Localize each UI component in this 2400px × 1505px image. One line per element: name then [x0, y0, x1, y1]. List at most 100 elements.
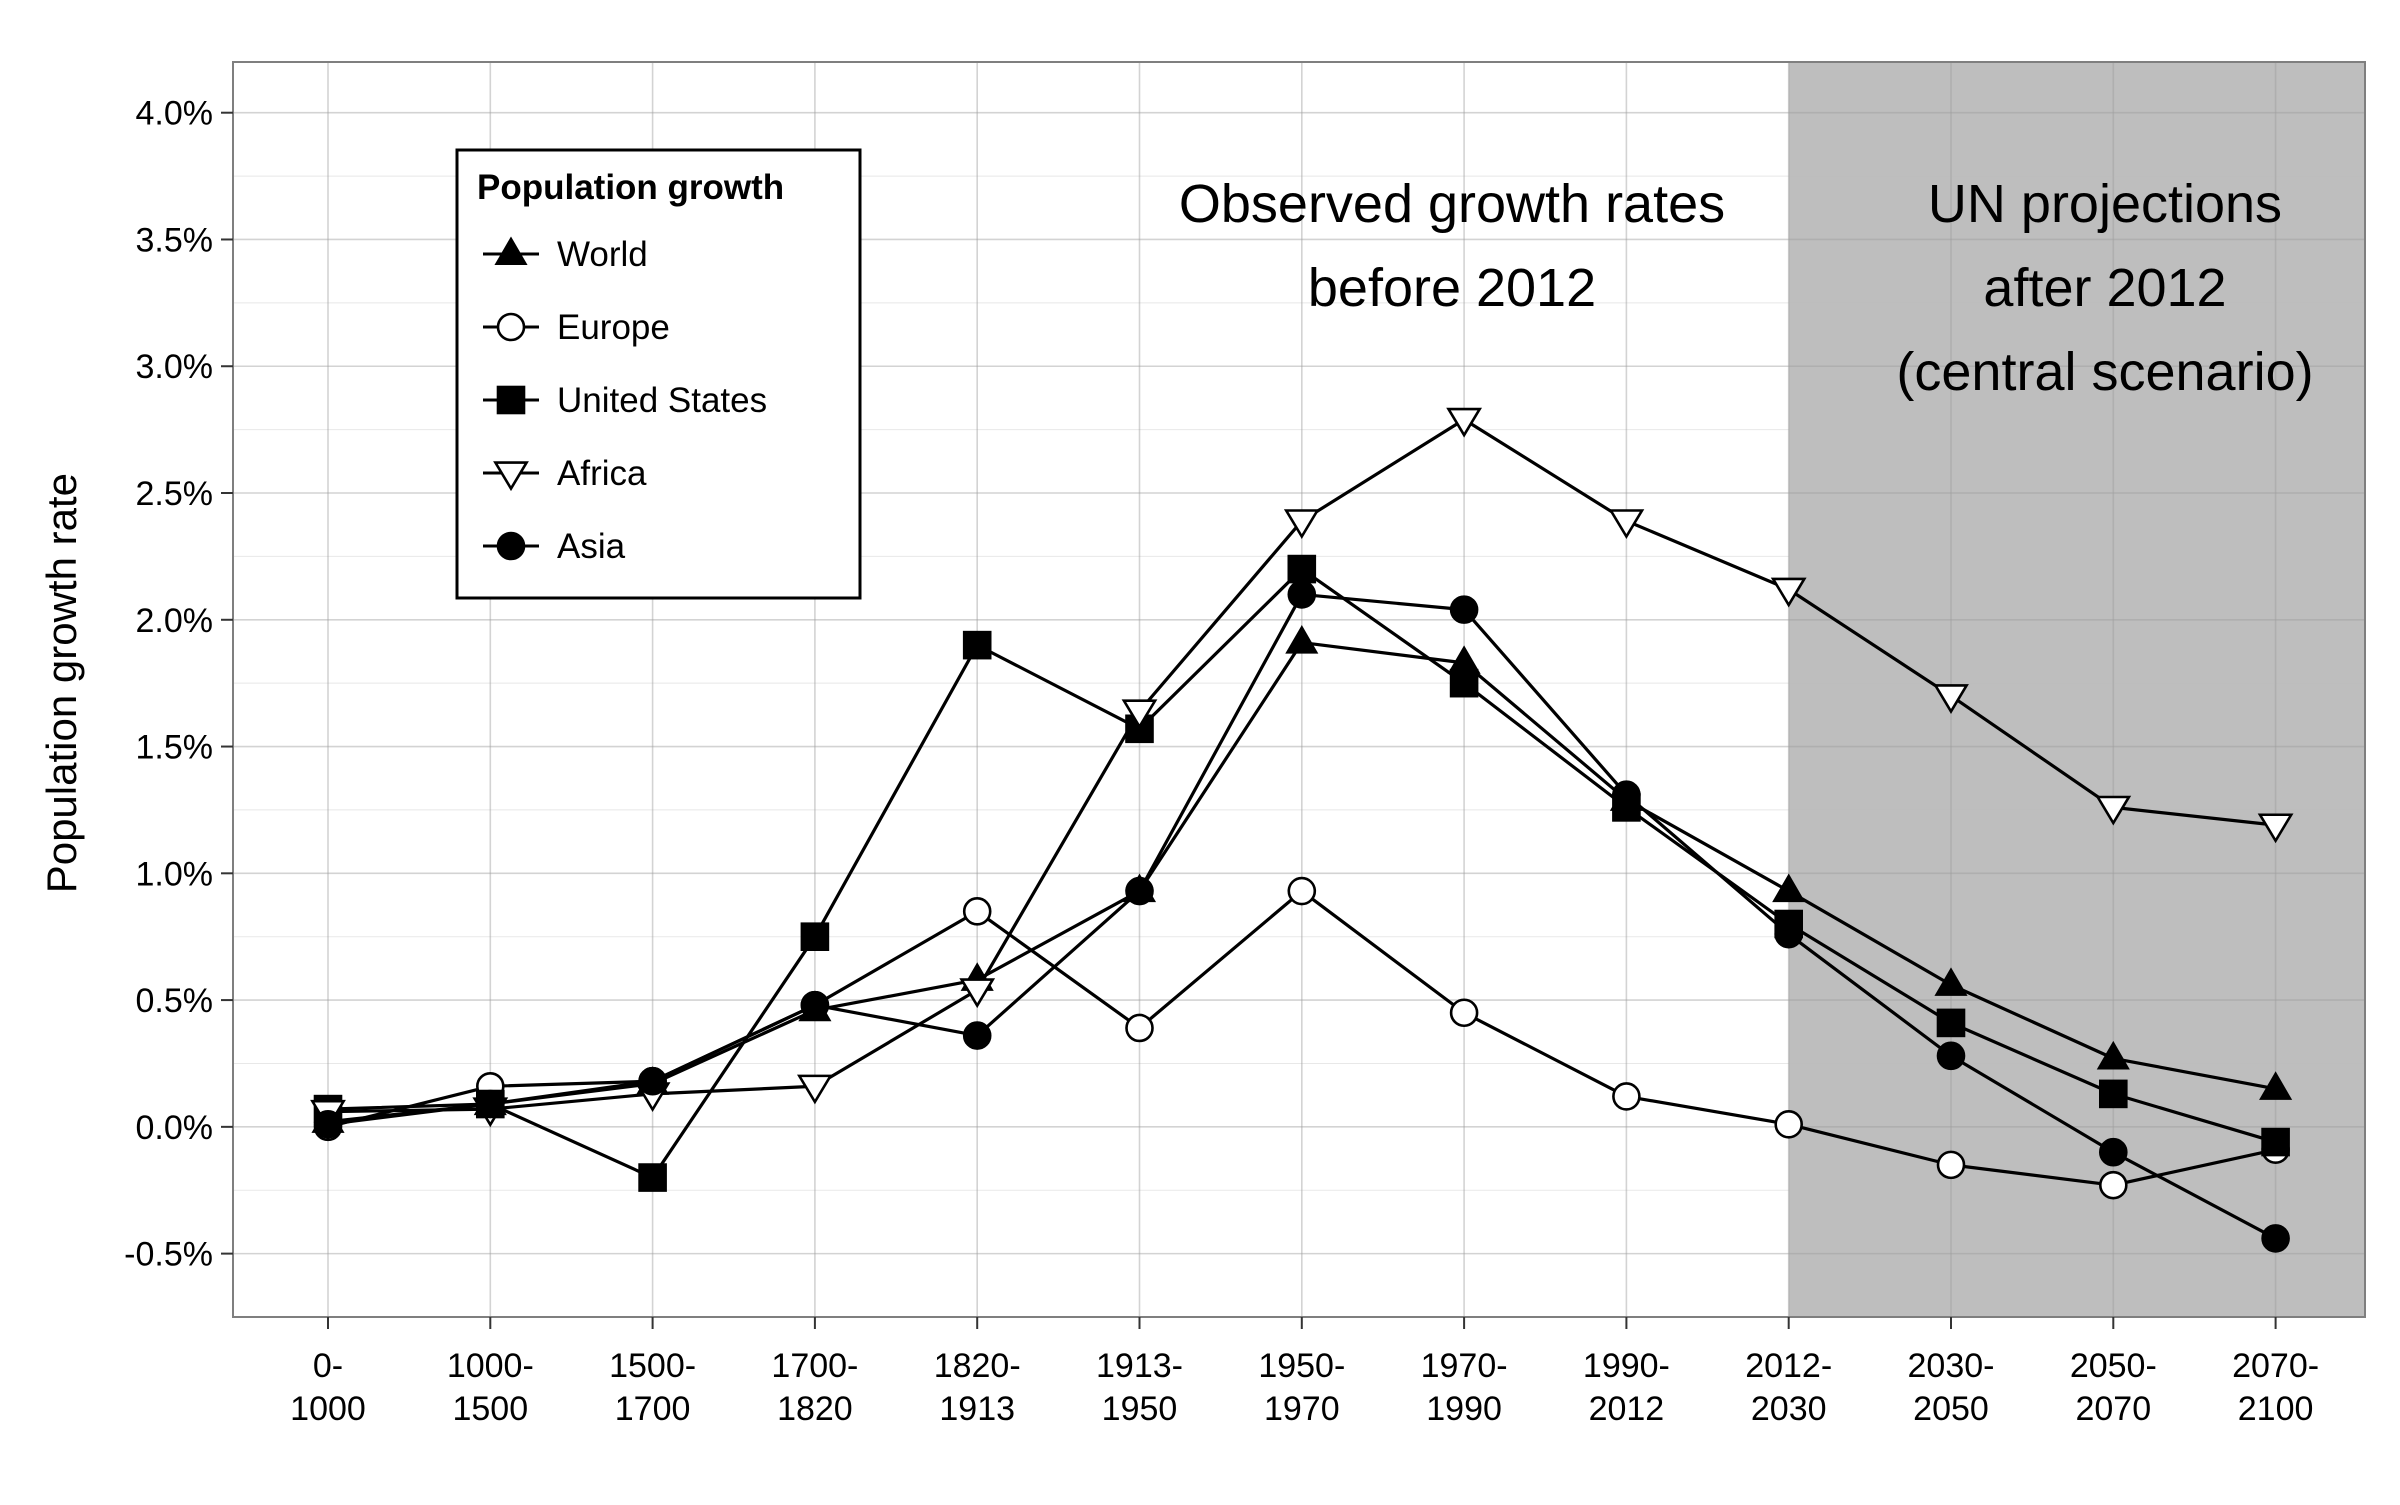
legend-item-united-states: United States — [483, 381, 767, 420]
data-point-asia — [2261, 1224, 2290, 1253]
y-tick-label: -0.5% — [124, 1236, 213, 1274]
legend-item-asia: Asia — [483, 527, 626, 566]
y-tick-label: 3.5% — [136, 221, 214, 259]
x-axis: 0- 1000 1000- 1500 1500- 1700 1700- 1820 1820- 19… — [290, 1317, 2319, 1428]
data-point-africa — [1608, 509, 1645, 540]
projection-annotation: UN projections — [1928, 174, 2282, 234]
data-point-asia — [1125, 876, 1154, 906]
data-point-africa — [2257, 813, 2294, 844]
data-point-africa — [1446, 407, 1482, 438]
data-point-united-states — [1287, 554, 1317, 584]
data-point-europe — [2099, 1170, 2128, 1200]
x-tick-label: 1000- — [447, 1347, 534, 1385]
x-tick-label: 1990 — [1426, 1390, 1502, 1428]
series-points-asia — [313, 580, 2290, 1253]
legend-marker-world — [494, 236, 528, 266]
x-tick-label: 2030 — [1751, 1390, 1827, 1428]
y-tick-label: 1.5% — [136, 729, 214, 767]
data-point-asia — [475, 1089, 505, 1119]
x-tick-label: 1970 — [1264, 1390, 1340, 1428]
legend-item-africa: Africa — [483, 454, 647, 493]
x-tick-label: 1820- — [934, 1347, 1021, 1385]
x-tick-label: 1000 — [290, 1390, 366, 1428]
data-point-world — [2096, 1040, 2130, 1070]
data-point-europe — [1774, 1110, 1803, 1139]
x-tick-label: 1700- — [771, 1347, 858, 1385]
x-tick-label: 1970- — [1421, 1347, 1508, 1385]
series-points-africa — [310, 407, 2294, 1130]
legend-title: Population growth — [477, 168, 784, 207]
series-group — [310, 407, 2294, 1253]
y-tick-label: 0.5% — [136, 982, 214, 1020]
x-tick-label: 2070 — [2075, 1390, 2151, 1428]
data-point-africa — [2095, 795, 2132, 826]
y-tick-label: 4.0% — [136, 95, 214, 133]
x-tick-label: 1913- — [1096, 1347, 1183, 1385]
x-tick-label: 2030- — [1908, 1347, 1995, 1385]
y-tick-label: 0.0% — [136, 1109, 214, 1147]
y-axis: -0.5% 0.0% 0.5% 1.0% 1.5% 2.0% 2.5% 3.0% 3.5% 4.0… — [38, 95, 233, 1274]
legend-label: Africa — [557, 454, 647, 493]
legend-label: World — [557, 235, 648, 274]
data-point-world — [2259, 1071, 2293, 1100]
x-tick-label: 1500 — [452, 1390, 528, 1428]
observed-annotation: before 2012 — [1308, 258, 1596, 318]
data-point-asia — [1612, 780, 1641, 810]
data-point-world — [1285, 625, 1319, 654]
x-tick-label: 1950 — [1102, 1390, 1178, 1428]
data-point-europe — [1449, 998, 1479, 1028]
data-point-asia — [1449, 595, 1479, 624]
y-tick-label: 3.0% — [136, 348, 214, 386]
x-tick-label: 2050 — [1913, 1390, 1989, 1428]
data-point-asia — [800, 990, 830, 1020]
legend-marker-africa — [493, 461, 529, 492]
data-point-united-states — [1449, 668, 1479, 698]
annotations: Observed growth rates before 2012 UN proje… — [1179, 174, 2314, 402]
x-tick-label: 1700 — [615, 1390, 691, 1428]
data-point-africa — [959, 978, 996, 1009]
data-point-united-states — [2261, 1127, 2290, 1157]
legend-label: Asia — [557, 527, 626, 566]
y-tick-label: 2.5% — [136, 475, 214, 513]
observed-annotation: Observed growth rates — [1179, 174, 1725, 234]
y-tick-label: 2.0% — [136, 602, 214, 640]
x-tick-label: 2012- — [1745, 1347, 1832, 1385]
data-point-united-states — [1936, 1008, 1966, 1038]
data-point-europe — [1936, 1150, 1966, 1180]
data-point-united-states — [800, 922, 830, 951]
legend-marker-united-states — [496, 385, 526, 415]
data-point-africa — [1933, 684, 1969, 714]
data-point-asia — [1936, 1041, 1966, 1071]
legend-label: United States — [557, 381, 767, 420]
data-point-united-states — [2099, 1079, 2128, 1109]
data-point-world — [1772, 873, 1806, 903]
x-tick-label: 0- — [313, 1347, 343, 1385]
data-point-africa — [1121, 699, 1158, 730]
x-tick-label: 2012 — [1589, 1390, 1665, 1428]
x-tick-label: 2070- — [2232, 1347, 2319, 1385]
data-point-asia — [2099, 1137, 2128, 1167]
y-tick-label: 1.0% — [136, 855, 214, 893]
legend-item-europe: Europe — [483, 308, 670, 347]
legend-marker-europe — [496, 312, 526, 342]
data-point-united-states — [962, 630, 992, 660]
x-tick-label: 1990- — [1583, 1347, 1670, 1385]
data-point-europe — [1612, 1082, 1641, 1111]
legend-label: Europe — [557, 308, 670, 347]
x-tick-label: 2050- — [2070, 1347, 2157, 1385]
data-point-asia — [1774, 919, 1803, 949]
x-tick-label: 1820 — [777, 1390, 853, 1428]
legend: Population growth World Europe United State… — [455, 148, 862, 600]
y-axis-title: Population growth rate — [38, 473, 85, 893]
data-point-europe — [962, 897, 992, 926]
x-tick-label: 1950- — [1258, 1347, 1345, 1385]
data-point-africa — [797, 1074, 833, 1105]
projection-shaded-region — [1788, 62, 2365, 1317]
data-point-africa — [1770, 577, 1807, 608]
legend-box — [455, 148, 862, 600]
legend-item-world: World — [483, 235, 648, 274]
x-tick-label: 1500- — [609, 1347, 696, 1385]
data-point-asia — [638, 1066, 667, 1096]
data-point-united-states — [638, 1163, 667, 1192]
plot-border — [232, 61, 2366, 1318]
